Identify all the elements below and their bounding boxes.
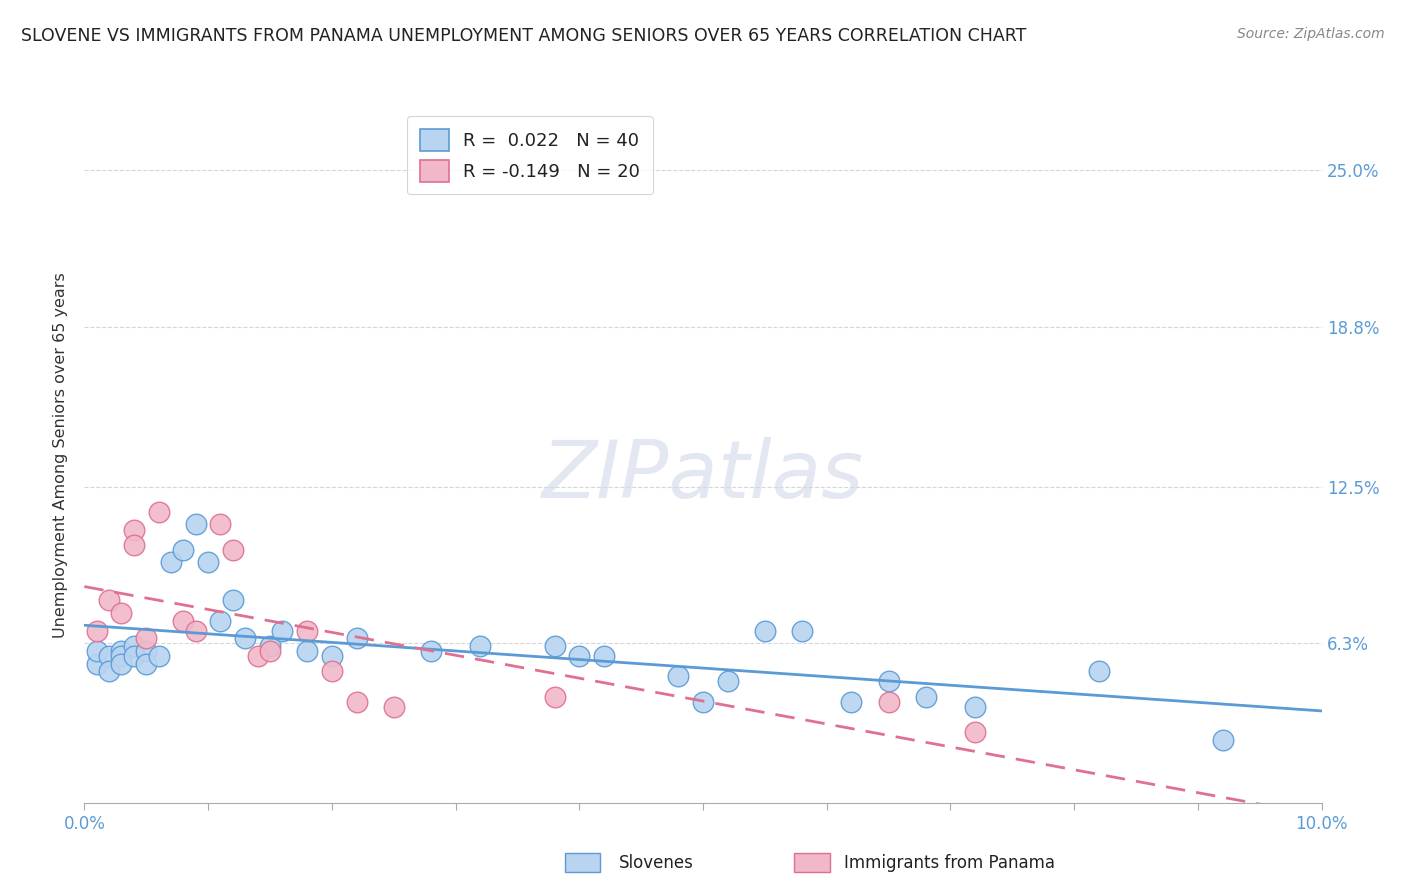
Point xyxy=(1212,732,1234,747)
Y-axis label: Unemployment Among Seniors over 65 years: Unemployment Among Seniors over 65 years xyxy=(53,272,69,638)
Point xyxy=(122,538,145,552)
Point xyxy=(295,624,318,638)
Point xyxy=(382,699,405,714)
Point xyxy=(543,690,565,704)
Point xyxy=(754,624,776,638)
Point xyxy=(259,639,281,653)
Point xyxy=(110,657,132,671)
Point xyxy=(135,657,157,671)
Point xyxy=(965,725,987,739)
Point xyxy=(271,624,294,638)
Point xyxy=(197,556,219,570)
Point xyxy=(470,639,492,653)
Point xyxy=(841,695,863,709)
Point xyxy=(1088,665,1111,679)
Text: ZIPatlas: ZIPatlas xyxy=(541,437,865,515)
Point xyxy=(172,614,194,628)
Point xyxy=(98,648,121,663)
FancyBboxPatch shape xyxy=(565,853,600,872)
Point xyxy=(122,648,145,663)
Text: SLOVENE VS IMMIGRANTS FROM PANAMA UNEMPLOYMENT AMONG SENIORS OVER 65 YEARS CORRE: SLOVENE VS IMMIGRANTS FROM PANAMA UNEMPL… xyxy=(21,27,1026,45)
Point xyxy=(717,674,740,689)
Point xyxy=(346,695,368,709)
Point xyxy=(914,690,936,704)
Point xyxy=(692,695,714,709)
Point xyxy=(543,639,565,653)
Point xyxy=(233,632,256,646)
Point xyxy=(259,644,281,658)
Point xyxy=(666,669,689,683)
Point xyxy=(160,556,183,570)
Point xyxy=(877,695,900,709)
Point xyxy=(568,648,591,663)
Point xyxy=(98,593,121,607)
Point xyxy=(148,648,170,663)
Text: Source: ZipAtlas.com: Source: ZipAtlas.com xyxy=(1237,27,1385,41)
Point xyxy=(222,542,245,557)
Point xyxy=(790,624,813,638)
Point xyxy=(209,614,232,628)
Point xyxy=(86,624,108,638)
Point xyxy=(172,542,194,557)
Text: Immigrants from Panama: Immigrants from Panama xyxy=(844,855,1054,872)
Point xyxy=(295,644,318,658)
Point xyxy=(122,523,145,537)
Point xyxy=(135,632,157,646)
Point xyxy=(110,606,132,620)
Text: Slovenes: Slovenes xyxy=(619,855,693,872)
Point xyxy=(86,644,108,658)
Point xyxy=(110,644,132,658)
Point xyxy=(148,505,170,519)
Point xyxy=(346,632,368,646)
Point xyxy=(593,648,616,663)
Point xyxy=(209,517,232,532)
Point xyxy=(184,517,207,532)
Point xyxy=(222,593,245,607)
Point xyxy=(321,665,343,679)
Point xyxy=(122,639,145,653)
Point xyxy=(246,648,269,663)
Point xyxy=(965,699,987,714)
Point xyxy=(877,674,900,689)
Point xyxy=(110,648,132,663)
Point xyxy=(86,657,108,671)
Point xyxy=(135,644,157,658)
Point xyxy=(184,624,207,638)
Point xyxy=(419,644,441,658)
Point xyxy=(321,648,343,663)
Point xyxy=(98,665,121,679)
FancyBboxPatch shape xyxy=(794,853,830,872)
Legend: R =  0.022   N = 40, R = -0.149   N = 20: R = 0.022 N = 40, R = -0.149 N = 20 xyxy=(408,116,652,194)
